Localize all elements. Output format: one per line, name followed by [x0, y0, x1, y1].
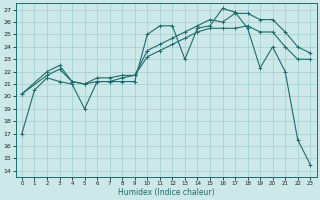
X-axis label: Humidex (Indice chaleur): Humidex (Indice chaleur)	[118, 188, 214, 197]
